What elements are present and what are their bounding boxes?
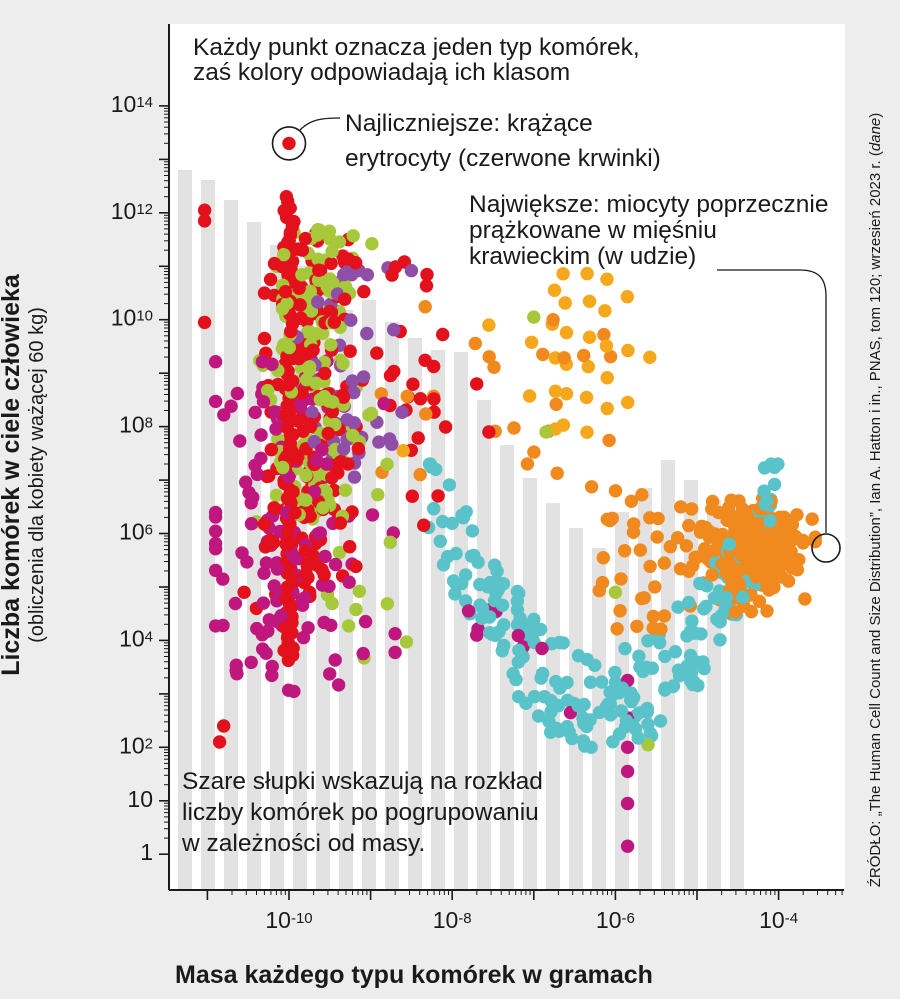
svg-text:Masa każdego typu komórek w gr: Masa każdego typu komórek w gramach (175, 961, 653, 989)
svg-text:w zależności od masy.: w zależności od masy. (181, 830, 425, 857)
svg-text:erytrocyty (czerwone krwinki): erytrocyty (czerwone krwinki) (345, 145, 661, 172)
svg-text:Każdy punkt oznacza jeden typ: Każdy punkt oznacza jeden typ komórek, (193, 34, 640, 61)
svg-text:Liczba komórek w ciele człowie: Liczba komórek w ciele człowieka (0, 273, 25, 676)
svg-text:10: 10 (127, 786, 153, 812)
svg-text:liczby komórek po pogrupowaniu: liczby komórek po pogrupowaniu (182, 799, 539, 826)
svg-text:Największe: miocyty poprzeczni: Największe: miocyty poprzecznie (469, 191, 828, 218)
svg-text:ŹRÓDŁO: „The Human Cell Count: ŹRÓDŁO: „The Human Cell Count and Size D… (867, 113, 884, 888)
svg-text:zaś kolory odpowiadają ich kla: zaś kolory odpowiadają ich klasom (193, 59, 570, 86)
svg-text:Najliczniejsze: krążące: Najliczniejsze: krążące (345, 110, 593, 137)
svg-text:krawieckim (w udzie): krawieckim (w udzie) (469, 243, 696, 270)
svg-text:Szare słupki wskazują na rozkł: Szare słupki wskazują na rozkład (182, 768, 543, 795)
svg-text:1: 1 (140, 839, 153, 865)
svg-text:(obliczenia dla kobiety ważące: (obliczenia dla kobiety ważącej 60 kg) (26, 307, 48, 643)
svg-text:prążkowane w mięśniu: prążkowane w mięśniu (469, 217, 717, 244)
